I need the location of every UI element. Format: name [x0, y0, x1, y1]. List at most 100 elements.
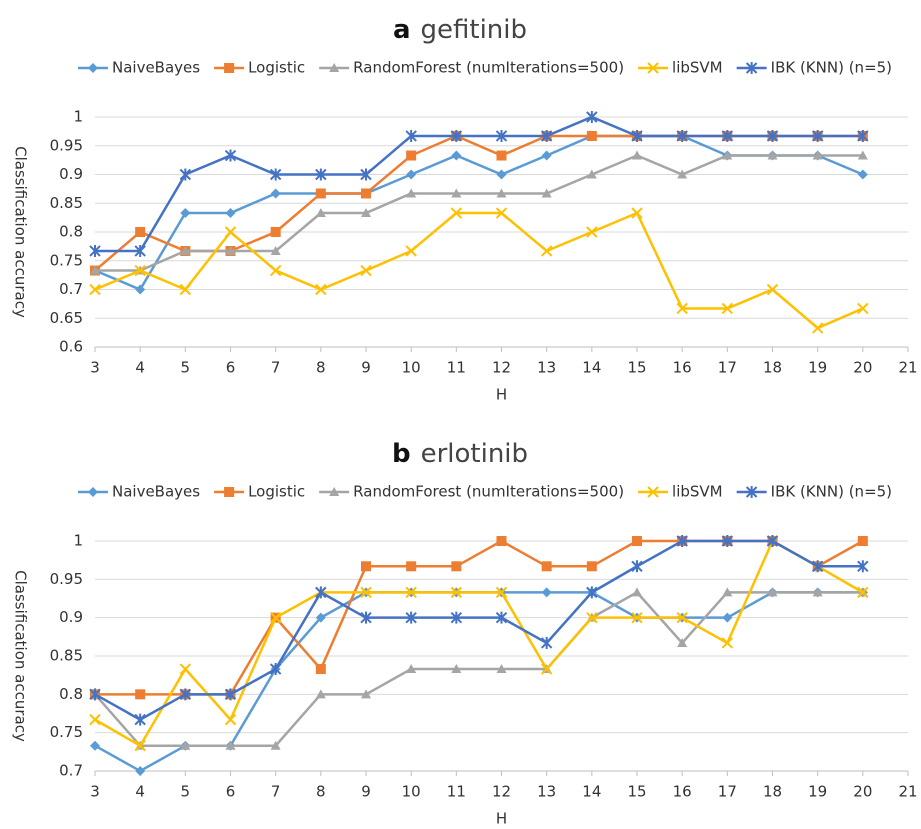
marker — [631, 560, 643, 573]
legend-label: Logistic — [248, 483, 305, 501]
marker — [450, 611, 463, 624]
marker — [857, 560, 869, 573]
x-tick-label: 19 — [808, 359, 827, 377]
chart-title: b erlotinib — [392, 439, 528, 469]
marker — [225, 208, 236, 219]
marker — [722, 612, 733, 623]
marker — [677, 637, 688, 647]
marker — [631, 611, 643, 624]
marker — [632, 150, 642, 160]
legend-label: IBK (KNN) (n=5) — [771, 483, 892, 501]
marker — [315, 283, 327, 296]
legend-label: IBK (KNN) (n=5) — [771, 59, 892, 77]
marker — [857, 150, 868, 160]
marker — [586, 169, 597, 179]
x-tick-label: 6 — [226, 359, 236, 377]
legend-item: RandomForest (numIterations=500) — [319, 59, 624, 77]
marker — [631, 129, 643, 142]
marker — [224, 226, 237, 238]
marker — [134, 713, 146, 726]
y-tick-label: 0.75 — [50, 723, 83, 741]
marker — [329, 63, 340, 72]
marker — [224, 487, 235, 497]
marker — [361, 208, 371, 218]
marker — [721, 302, 734, 315]
marker — [315, 664, 326, 675]
x-tick-label: 19 — [808, 783, 827, 801]
marker — [857, 536, 868, 546]
marker — [269, 663, 282, 676]
y-tick-label: 0.95 — [50, 136, 83, 154]
marker — [676, 302, 688, 315]
marker — [586, 561, 597, 572]
x-tick-label: 5 — [181, 359, 191, 377]
marker — [766, 129, 779, 142]
marker — [179, 168, 192, 181]
marker — [360, 586, 372, 599]
x-tick-label: 5 — [181, 783, 191, 801]
marker — [179, 283, 192, 296]
marker — [540, 636, 553, 649]
marker — [496, 536, 507, 546]
legend-item: Logistic — [214, 483, 305, 501]
marker — [451, 561, 462, 572]
marker — [405, 129, 417, 142]
marker — [586, 226, 598, 238]
x-axis-label: H — [496, 810, 507, 828]
legend-label: RandomForest (numIterations=500) — [353, 59, 624, 77]
x-tick-label: 15 — [627, 783, 646, 801]
marker — [179, 688, 192, 701]
marker — [766, 535, 779, 547]
x-tick-label: 9 — [361, 783, 371, 801]
legend-item: libSVM — [638, 483, 723, 501]
marker — [224, 149, 237, 162]
y-tick-label: 0.85 — [50, 194, 83, 212]
y-tick-label: 0.85 — [50, 647, 83, 665]
marker — [405, 245, 417, 257]
marker — [270, 740, 281, 750]
marker — [857, 302, 869, 315]
marker — [857, 129, 869, 142]
x-tick-label: 11 — [447, 359, 466, 377]
x-tick-label: 7 — [271, 783, 281, 801]
marker — [496, 169, 507, 180]
marker — [88, 63, 98, 73]
x-tick-label: 4 — [135, 359, 145, 377]
marker — [270, 245, 281, 255]
y-tick-label: 0.65 — [50, 309, 83, 327]
legend-label: libSVM — [672, 483, 723, 501]
x-tick-label: 20 — [853, 783, 872, 801]
legend-label: libSVM — [672, 59, 723, 77]
y-tick-label: 0.9 — [59, 608, 83, 626]
x-tick-label: 17 — [718, 359, 737, 377]
marker — [451, 150, 462, 161]
x-tick-label: 17 — [718, 783, 737, 801]
y-tick-label: 0.75 — [50, 251, 83, 269]
marker — [586, 111, 598, 123]
marker — [586, 130, 597, 141]
marker — [496, 188, 507, 198]
marker — [315, 612, 326, 623]
y-axis-label: Classification accuracy — [12, 570, 30, 742]
series-line — [94, 539, 864, 748]
marker — [647, 486, 659, 498]
marker — [450, 586, 463, 599]
marker — [134, 244, 146, 257]
marker — [450, 129, 463, 142]
x-tick-label: 3 — [90, 783, 100, 801]
y-tick-label: 0.6 — [59, 338, 83, 356]
marker — [766, 283, 779, 296]
marker — [361, 188, 371, 199]
legend-item: IBK (KNN) (n=5) — [736, 59, 892, 77]
marker — [315, 689, 326, 699]
y-tick-label: 0.7 — [59, 280, 83, 298]
marker — [450, 207, 463, 219]
panel-label: a — [393, 15, 411, 45]
marker — [767, 150, 778, 160]
marker — [406, 664, 417, 674]
marker — [495, 586, 508, 599]
marker — [180, 245, 191, 255]
marker — [540, 129, 553, 142]
marker — [676, 129, 688, 142]
marker — [632, 536, 642, 546]
